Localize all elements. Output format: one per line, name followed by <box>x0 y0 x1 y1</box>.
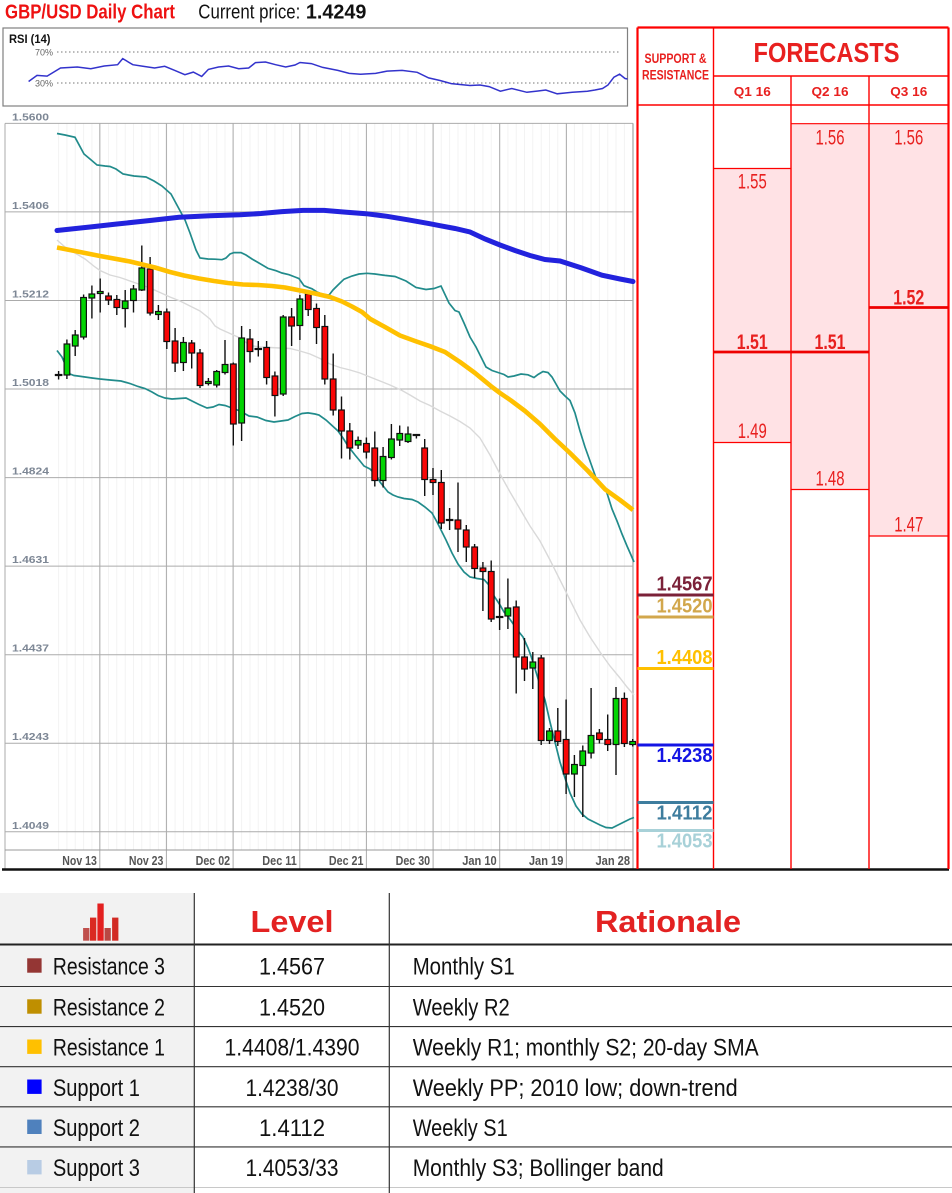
svg-text:1.4112: 1.4112 <box>657 802 713 825</box>
svg-text:1.4238: 1.4238 <box>657 744 713 767</box>
svg-text:Dec 30: Dec 30 <box>396 853 431 868</box>
svg-text:Level: Level <box>251 904 334 939</box>
svg-text:1.4053/33: 1.4053/33 <box>246 1155 339 1182</box>
svg-text:30%: 30% <box>35 79 53 89</box>
svg-text:1.5406: 1.5406 <box>12 200 49 212</box>
svg-text:GBP/USD Daily Chart: GBP/USD Daily Chart <box>5 1 175 24</box>
svg-text:1.51: 1.51 <box>815 331 846 354</box>
svg-text:1.4631: 1.4631 <box>12 554 49 566</box>
svg-text:Weekly S1: Weekly S1 <box>413 1115 508 1142</box>
svg-text:1.47: 1.47 <box>894 514 923 537</box>
svg-text:Dec 21: Dec 21 <box>329 853 364 868</box>
svg-text:Nov 13: Nov 13 <box>62 853 97 868</box>
svg-text:Q1 16: Q1 16 <box>734 84 771 99</box>
svg-text:Support 3: Support 3 <box>53 1155 140 1182</box>
svg-text:Jan 19: Jan 19 <box>529 853 564 868</box>
svg-text:Jan 28: Jan 28 <box>596 853 631 868</box>
svg-text:Jan 10: Jan 10 <box>462 853 497 868</box>
svg-text:SUPPORT &: SUPPORT & <box>645 51 707 66</box>
svg-text:Weekly R1; monthly S2; 20-day: Weekly R1; monthly S2; 20-day SMA <box>413 1035 759 1062</box>
svg-text:1.4053: 1.4053 <box>657 830 713 853</box>
svg-text:Dec 02: Dec 02 <box>196 853 231 868</box>
svg-text:Resistance 1: Resistance 1 <box>53 1035 165 1062</box>
svg-text:1.51: 1.51 <box>737 331 768 354</box>
svg-text:Weekly PP; 2010 low; down-tren: Weekly PP; 2010 low; down-trend <box>413 1075 738 1102</box>
svg-text:Current price:: Current price: <box>198 1 300 24</box>
svg-text:1.5212: 1.5212 <box>12 289 49 301</box>
svg-text:1.5018: 1.5018 <box>12 377 49 389</box>
svg-text:Q2 16: Q2 16 <box>812 84 849 99</box>
svg-text:1.4049: 1.4049 <box>12 820 49 832</box>
svg-text:Nov 23: Nov 23 <box>129 853 164 868</box>
svg-text:FORECASTS: FORECASTS <box>754 37 900 68</box>
svg-text:1.56: 1.56 <box>894 127 923 150</box>
svg-text:1.56: 1.56 <box>816 127 845 150</box>
svg-text:1.4567: 1.4567 <box>259 954 325 981</box>
svg-text:1.4408: 1.4408 <box>657 646 713 669</box>
svg-text:70%: 70% <box>35 48 53 58</box>
svg-text:1.4243: 1.4243 <box>12 731 49 743</box>
svg-text:Support 2: Support 2 <box>53 1115 140 1142</box>
svg-text:1.4437: 1.4437 <box>12 643 49 655</box>
svg-text:RESISTANCE: RESISTANCE <box>642 68 709 83</box>
svg-text:Resistance 3: Resistance 3 <box>53 954 165 981</box>
svg-text:1.4249: 1.4249 <box>306 1 367 24</box>
svg-text:Monthly S1: Monthly S1 <box>413 954 515 981</box>
svg-text:Rationale: Rationale <box>595 904 741 939</box>
svg-text:1.4520: 1.4520 <box>259 995 325 1022</box>
svg-text:1.52: 1.52 <box>893 287 924 310</box>
svg-text:Dec 11: Dec 11 <box>262 853 297 868</box>
svg-text:1.4567: 1.4567 <box>657 573 713 596</box>
svg-text:1.55: 1.55 <box>738 171 767 194</box>
svg-text:1.4112: 1.4112 <box>259 1115 325 1142</box>
svg-text:1.4408/1.4390: 1.4408/1.4390 <box>225 1035 360 1062</box>
svg-text:Resistance 2: Resistance 2 <box>53 995 165 1022</box>
svg-text:1.49: 1.49 <box>738 420 767 443</box>
svg-text:1.4824: 1.4824 <box>12 466 49 478</box>
svg-text:Weekly R2: Weekly R2 <box>413 995 510 1022</box>
svg-text:RSI (14): RSI (14) <box>9 34 51 46</box>
svg-text:1.5600: 1.5600 <box>12 111 49 123</box>
svg-text:Support 1: Support 1 <box>53 1075 140 1102</box>
svg-text:1.4520: 1.4520 <box>657 595 713 618</box>
svg-text:Q3 16: Q3 16 <box>890 84 927 99</box>
svg-text:1.48: 1.48 <box>816 468 845 491</box>
svg-text:1.4238/30: 1.4238/30 <box>246 1075 339 1102</box>
svg-text:Monthly S3; Bollinger band: Monthly S3; Bollinger band <box>413 1155 664 1182</box>
